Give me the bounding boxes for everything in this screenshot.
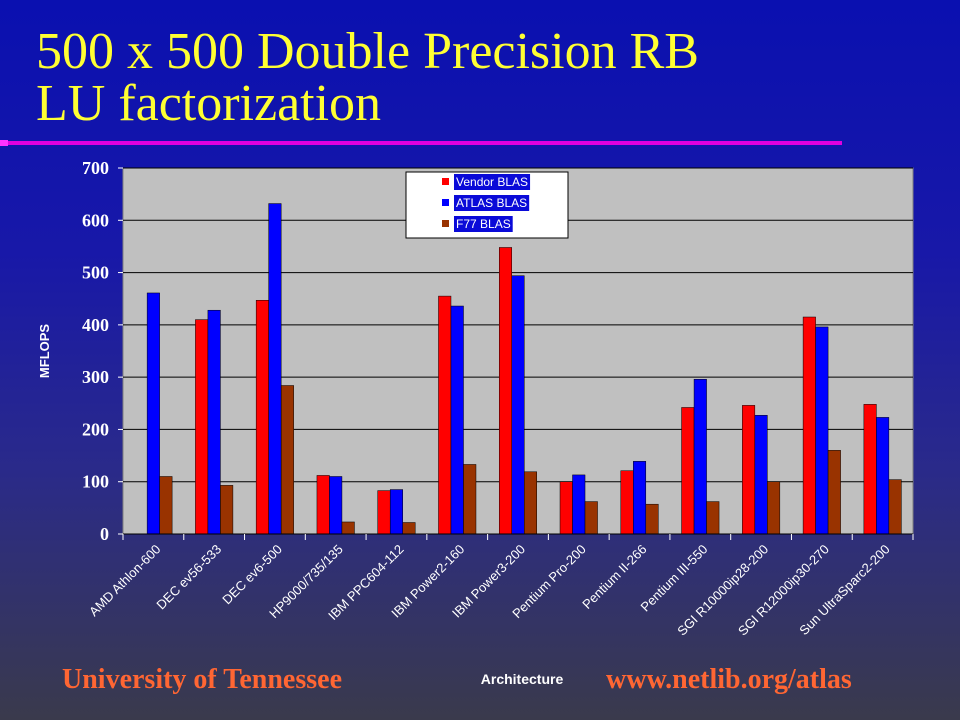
bar-f77-blas — [524, 471, 537, 535]
legend-swatch — [442, 178, 449, 185]
bar-vendor-blas — [559, 481, 573, 535]
bar-atlas-blas — [815, 326, 829, 535]
legend-label: Vendor BLAS — [456, 175, 528, 189]
bar-vendor-blas — [863, 404, 877, 535]
legend-label-highlight — [454, 195, 530, 211]
bar-atlas-blas — [876, 417, 890, 535]
x-category-label: DEC ev6-500 — [219, 542, 285, 608]
bar-atlas-blas — [633, 461, 647, 535]
bar-atlas-blas — [572, 474, 586, 535]
y-tick-label: 200 — [82, 419, 109, 439]
bar-atlas-blas — [268, 203, 282, 535]
y-tick-label: 100 — [82, 472, 109, 492]
bar-vendor-blas — [377, 490, 391, 535]
bar-f77-blas — [159, 476, 173, 535]
bar-f77-blas — [645, 503, 659, 535]
title-underline — [0, 141, 842, 145]
legend-label-highlight — [454, 216, 513, 232]
y-tick-label: 600 — [82, 210, 109, 230]
legend-swatch — [442, 199, 449, 206]
footer-url[interactable]: www.netlib.org/atlas — [606, 664, 852, 695]
bar-vendor-blas — [681, 407, 695, 535]
bar-vendor-blas — [742, 405, 756, 535]
slide-title: 500 x 500 Double Precision RB LU factori… — [36, 26, 916, 130]
x-category-label: DEC ev56-533 — [153, 542, 224, 613]
y-tick-label: 700 — [82, 158, 109, 178]
bar-f77-blas — [463, 464, 477, 535]
bar-vendor-blas — [195, 319, 209, 535]
bar-vendor-blas — [316, 475, 330, 535]
y-tick-label: 500 — [82, 263, 109, 283]
y-tick-label: 400 — [82, 315, 109, 335]
bar-f77-blas — [220, 485, 234, 535]
slide-title-line-2: LU factorization — [36, 75, 382, 132]
bar-atlas-blas — [693, 378, 707, 535]
x-axis-title: Architecture — [481, 671, 564, 687]
y-tick-label: 300 — [82, 367, 109, 387]
bar-vendor-blas — [438, 295, 452, 535]
bar-atlas-blas — [389, 489, 403, 535]
bar-vendor-blas — [255, 300, 269, 535]
bar-f77-blas — [767, 481, 781, 535]
bar-atlas-blas — [207, 309, 221, 535]
bar-vendor-blas — [499, 247, 512, 535]
bar-f77-blas — [888, 479, 902, 535]
y-tick-label: 0 — [100, 524, 109, 544]
bar-atlas-blas — [329, 476, 343, 535]
bar-atlas-blas — [754, 415, 768, 535]
slide-title-line-1: 500 x 500 Double Precision RB — [36, 23, 699, 80]
y-axis-title: MFLOPS — [37, 324, 52, 378]
bar-atlas-blas — [146, 292, 160, 535]
legend-swatch — [442, 220, 449, 227]
footer-organization: University of Tennessee — [62, 664, 342, 695]
legend-label: ATLAS BLAS — [456, 196, 527, 210]
bar-f77-blas — [584, 501, 598, 535]
bar-vendor-blas — [620, 470, 634, 535]
bar-f77-blas — [827, 450, 841, 535]
bar-atlas-blas — [511, 275, 525, 535]
legend-label: F77 BLAS — [456, 217, 511, 231]
title-underline-accent — [0, 140, 8, 146]
bar-f77-blas — [280, 385, 294, 535]
bar-atlas-blas — [450, 305, 464, 535]
legend-label-highlight — [454, 174, 531, 190]
bar-vendor-blas — [802, 316, 816, 535]
x-category-label: AMD Athlon-600 — [86, 542, 164, 620]
bar-f77-blas — [402, 522, 416, 535]
bar-f77-blas — [706, 501, 720, 535]
bar-f77-blas — [341, 521, 355, 535]
